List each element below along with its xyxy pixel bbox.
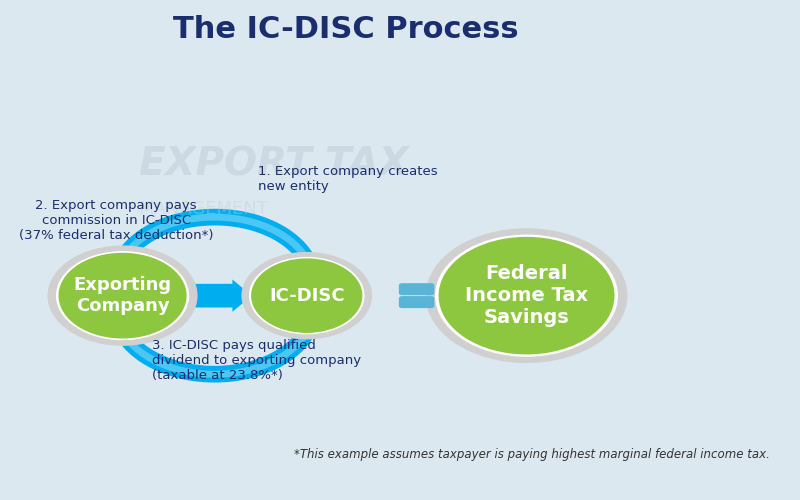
Circle shape	[436, 235, 618, 356]
FancyArrow shape	[189, 280, 252, 312]
Text: 3. IC-DISC pays qualified
dividend to exporting company
(taxable at 23.8%*): 3. IC-DISC pays qualified dividend to ex…	[152, 338, 361, 382]
Circle shape	[439, 238, 614, 354]
Text: EXPORT TAX: EXPORT TAX	[138, 145, 409, 183]
Text: 2. Export company pays
commission in IC-DISC
(37% federal tax deduction*): 2. Export company pays commission in IC-…	[19, 199, 214, 242]
Text: Exporting
Company: Exporting Company	[74, 276, 172, 315]
Circle shape	[48, 246, 197, 345]
Circle shape	[252, 259, 362, 332]
Circle shape	[59, 254, 186, 338]
FancyBboxPatch shape	[399, 283, 434, 295]
Text: Federal
Income Tax
Savings: Federal Income Tax Savings	[465, 264, 588, 327]
Text: IC-DISC: IC-DISC	[269, 286, 345, 304]
Title: The IC-DISC Process: The IC-DISC Process	[173, 15, 518, 44]
Circle shape	[250, 258, 364, 334]
Text: *This example assumes taxpayer is paying highest marginal federal income tax.: *This example assumes taxpayer is paying…	[294, 448, 770, 462]
Circle shape	[426, 229, 626, 362]
Text: 1. Export company creates
new entity: 1. Export company creates new entity	[258, 166, 438, 194]
Text: MANAGEMENT: MANAGEMENT	[138, 200, 269, 218]
FancyBboxPatch shape	[399, 296, 434, 308]
Circle shape	[57, 252, 189, 340]
Circle shape	[242, 252, 371, 338]
